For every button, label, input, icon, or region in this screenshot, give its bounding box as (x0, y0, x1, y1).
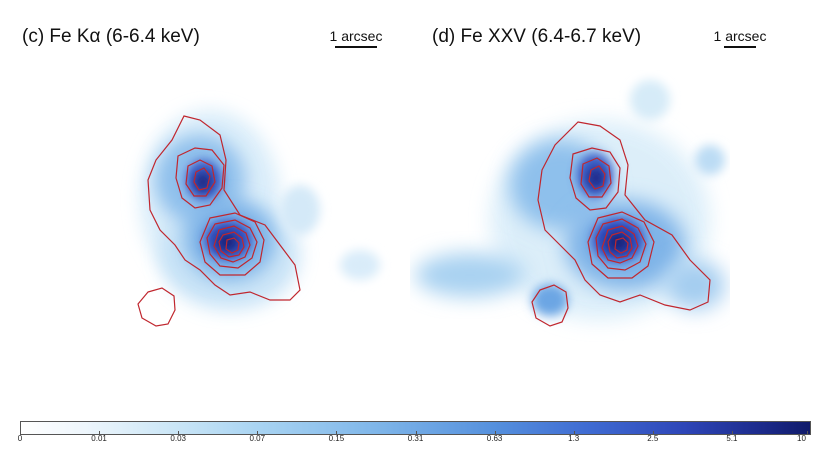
panel-d-image (415, 80, 725, 327)
panel-c-emission (140, 110, 380, 310)
colorbar-tick: 0.03 (170, 434, 186, 443)
colorbar-tick: 2.5 (647, 434, 659, 443)
panel-c-scale-label: 1 arcsec (329, 28, 383, 44)
panel-c-contours (137, 115, 301, 327)
colorbar-tick: 10 (797, 434, 806, 443)
panel-d-contours (531, 121, 711, 327)
colorbar-ticks: 0 0.01 0.03 0.07 0.15 0.31 0.63 1.3 2.5 … (17, 431, 811, 454)
colorbar-tick: 5.1 (726, 434, 738, 443)
panel-d-title: (d) Fe XXV (6.4-6.7 keV) (432, 26, 642, 47)
colorbar-tick: 0.07 (249, 434, 266, 443)
colorbar-tick: 0 (17, 434, 23, 443)
panel-c-scale-line (335, 46, 377, 48)
panel-d-emission (415, 80, 725, 320)
colorbar-tick: 0.15 (328, 434, 345, 443)
panel-c-scalebar: 1 arcsec (326, 28, 386, 48)
colorbar (20, 421, 811, 435)
colorbar-tick: 0.63 (486, 434, 503, 443)
panel-d-scalebar: 1 arcsec (710, 28, 770, 48)
panel-d-scale-line (724, 46, 756, 48)
panel-d-scale-label: 1 arcsec (713, 28, 767, 44)
colorbar-tick: 1.3 (568, 434, 580, 443)
panel-c-image (137, 110, 380, 327)
colorbar-tick: 0.31 (407, 434, 424, 443)
panel-c-title: (c) Fe Kα (6-6.4 keV) (22, 26, 200, 47)
colorbar-tick: 0.01 (91, 434, 107, 443)
